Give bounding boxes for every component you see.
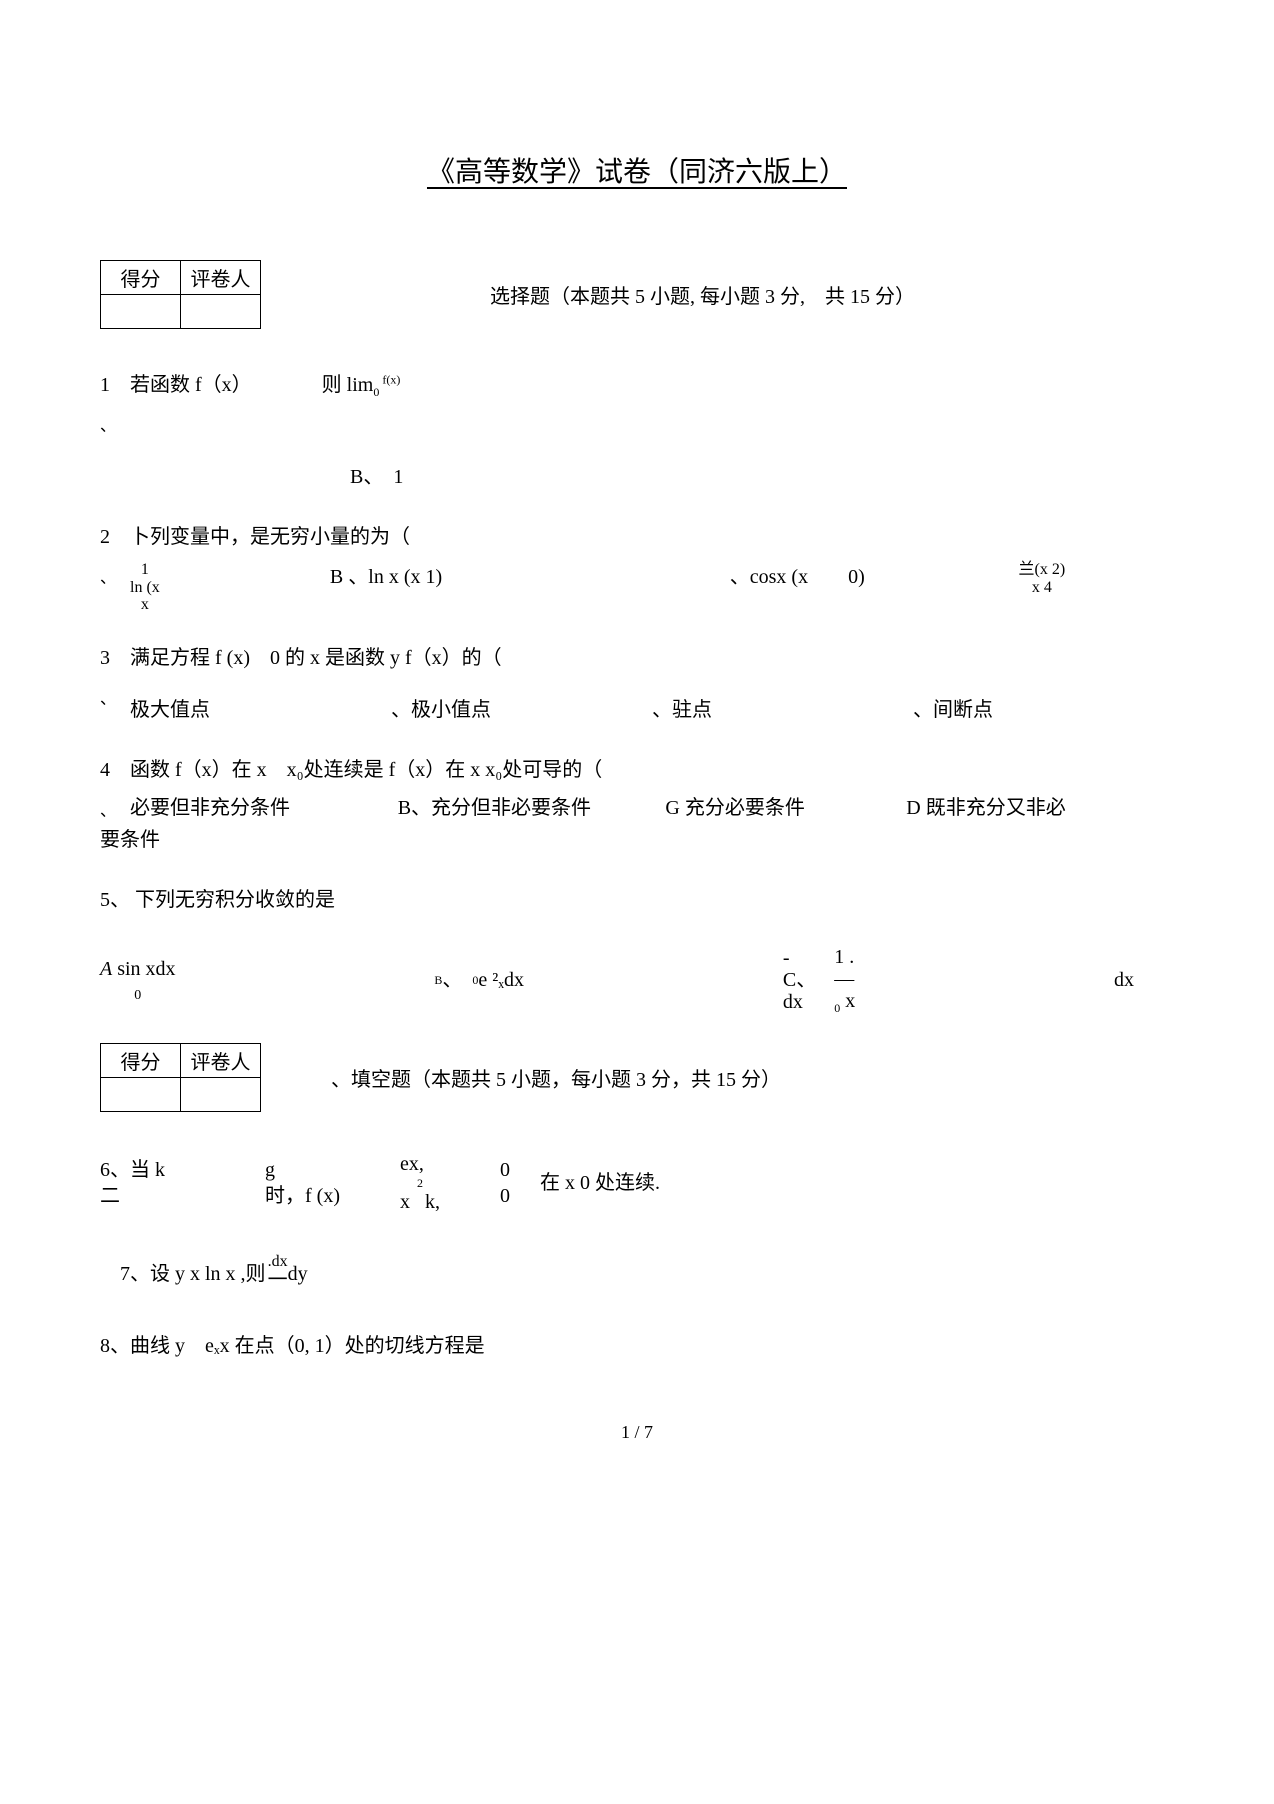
q4-number: 4 [100, 759, 110, 781]
question-3: 3 、 满足方程 f (x) 0 的 x 是函数 y f（x）的（ 极大值点 、… [100, 642, 1174, 726]
section-1-title: 选择题（本题共 5 小题, 每小题 3 分, 共 15 分） [311, 280, 1174, 309]
q5-opt-a: A sin xdx 0 [100, 946, 176, 1015]
score-cell-2 [101, 1077, 181, 1111]
question-8: 8、曲线 y eₓx 在点（0, 1）处的切线方程是 [100, 1330, 1174, 1362]
q1-text-b: 则 lim [322, 374, 374, 396]
question-1: 1 、 若函数 f（x） 则 lim0 f(x) B、 1 [100, 369, 1174, 493]
q4-opt-c: G 充分必要条件 [665, 792, 906, 824]
q3-text: 满足方程 f (x) 0 的 x 是函数 y f（x）的（ [130, 647, 502, 669]
score-table: 得分 评卷人 [100, 260, 261, 329]
score-cell [101, 295, 181, 329]
page-number: 1 / 7 [100, 1422, 1174, 1443]
section-1-header: 得分 评卷人 选择题（本题共 5 小题, 每小题 3 分, 共 15 分） [100, 260, 1174, 329]
q3-opt-d: 、间断点 [913, 694, 1174, 726]
q3-comma: 、 [100, 696, 130, 704]
q3-number: 3 [100, 647, 110, 669]
q1-sub0: 0 [373, 385, 379, 399]
score-table-2: 得分 评卷人 [100, 1043, 261, 1112]
exam-title: 《高等数学》试卷（同济六版上） [100, 150, 1174, 190]
q3-opt-b: 、极小值点 [391, 694, 652, 726]
q4-cont: 要条件 [100, 824, 1174, 856]
q3-opt-a: 极大值点 [130, 694, 391, 726]
grader-header-2: 评卷人 [181, 1043, 261, 1077]
q4-text: 函数 f（x）在 x x₀处连续是 f（x）在 x x₀处可导的（ [130, 759, 602, 781]
q2-opt-a: 1 ln (x x [130, 561, 160, 614]
grader-cell-2 [181, 1077, 261, 1111]
score-header-2: 得分 [101, 1043, 181, 1077]
q5-text: 下列无穷积分收敛的是 [135, 889, 335, 911]
q5-opt-c: - C、 dx 1 . — 0 x [783, 946, 855, 1015]
q2-opt-b: B 、ln x (x 1) [330, 561, 730, 614]
question-7: 7、设 y x ln x ,则 .dx 一 dy [120, 1254, 1174, 1290]
q3-opt-c: 、驻点 [652, 694, 913, 726]
q5-opt-b: B、 0 e ²ₓdx [434, 946, 524, 1015]
q7-text: 7、设 y x ln x ,则 [120, 1258, 266, 1290]
q2-opt-d: 兰(x 2) x 4 [1019, 561, 1066, 596]
q2-opt-c: 、cosx (x 0) [730, 561, 1019, 614]
q2-text: 卜列变量中，是无穷小量的为（ [130, 526, 410, 548]
q2-comma: 、 [100, 575, 130, 583]
section-2-title: 、填空题（本题共 5 小题，每小题 3 分，共 15 分） [311, 1063, 1174, 1092]
q5-opt-d: dx [1114, 946, 1134, 1015]
grader-cell [181, 295, 261, 329]
question-5: 5、 下列无穷积分收敛的是 A sin xdx 0 B、 0 e ²ₓdx - … [100, 884, 1174, 1015]
q1-text-a: 若函数 f（x） [130, 374, 252, 396]
question-6: 6、当 k 二 g 时，f (x) ex, 2 x k, 0 0 在 x 0 处… [100, 1152, 1174, 1214]
q1-fx: f(x) [379, 372, 400, 386]
score-header: 得分 [101, 261, 181, 295]
grader-header: 评卷人 [181, 261, 261, 295]
q4-opt-b: B、充分但非必要条件 [398, 792, 666, 824]
q6-tail: 在 x 0 处连续. [540, 1167, 660, 1199]
q5-number: 5、 [100, 889, 130, 911]
q2-number: 2 [100, 526, 110, 548]
q4-opt-a: 必要但非充分条件 [130, 792, 398, 824]
q1-opt-b: B、 1 [350, 461, 1174, 493]
q6-label: 6、当 k [100, 1157, 165, 1183]
q4-comma: 、 [100, 808, 130, 816]
question-4: 4 、 函数 f（x）在 x x₀处连续是 f（x）在 x x₀处可导的（ 必要… [100, 754, 1174, 856]
q8-text: 8、曲线 y eₓx 在点（0, 1）处的切线方程是 [100, 1335, 485, 1357]
q1-number: 1 [100, 374, 110, 396]
section-2-header: 得分 评卷人 、填空题（本题共 5 小题，每小题 3 分，共 15 分） [100, 1043, 1174, 1112]
question-2: 2 、 卜列变量中，是无穷小量的为（ 1 ln (x x B 、ln x (x … [100, 521, 1174, 614]
q4-opt-d: D 既非充分又非必 [906, 792, 1174, 824]
q1-comma: 、 [100, 423, 130, 431]
q6-label2: 二 [100, 1183, 165, 1209]
